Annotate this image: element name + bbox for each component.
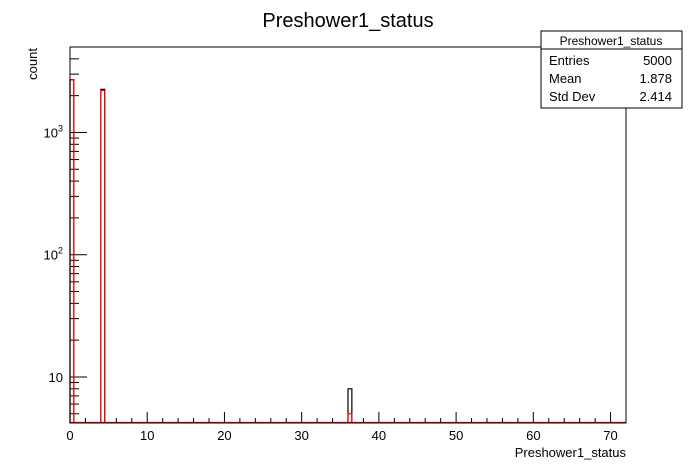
stats-box-title: Preshower1_status: [560, 34, 663, 48]
chart-title: Preshower1_status: [262, 10, 433, 32]
plot-frame: [69, 46, 627, 424]
x-tick-label: 60: [526, 428, 540, 443]
x-tick-label: 0: [66, 428, 73, 443]
stats-box: Preshower1_status Entries 5000 Mean 1.87…: [540, 30, 683, 109]
stats-mean-label: Mean: [549, 71, 582, 86]
y-tick-label: 102: [44, 246, 63, 263]
histogram-bin: [347, 388, 353, 423]
x-tick-label: 70: [603, 428, 617, 443]
x-tick-label: 50: [449, 428, 463, 443]
y-axis-label: count: [25, 48, 40, 80]
y-tick-label: 103: [44, 123, 63, 140]
y-tick-label: 10: [49, 370, 63, 385]
stats-box-frame: [540, 30, 683, 109]
stats-stddev-label: Std Dev: [549, 89, 596, 104]
stats-entries-label: Entries: [549, 53, 590, 68]
x-tick-label: 30: [294, 428, 308, 443]
x-axis-label: Preshower1_status: [515, 445, 627, 460]
histogram-bars: [69, 79, 626, 424]
y-axis-ticks: 10 102 103: [44, 46, 87, 415]
x-tick-label: 40: [372, 428, 386, 443]
x-tick-label: 10: [140, 428, 154, 443]
stats-mean-value: 1.878: [639, 71, 672, 86]
x-axis-ticks: 0 10 20 30 40 50 60 70: [66, 412, 618, 443]
x-tick-label: 20: [217, 428, 231, 443]
stats-entries-value: 5000: [643, 53, 672, 68]
stats-stddev-value: 2.414: [639, 89, 672, 104]
histogram-bin: [69, 79, 75, 423]
histogram-bin: [347, 413, 353, 423]
histogram-bin: [100, 89, 106, 423]
